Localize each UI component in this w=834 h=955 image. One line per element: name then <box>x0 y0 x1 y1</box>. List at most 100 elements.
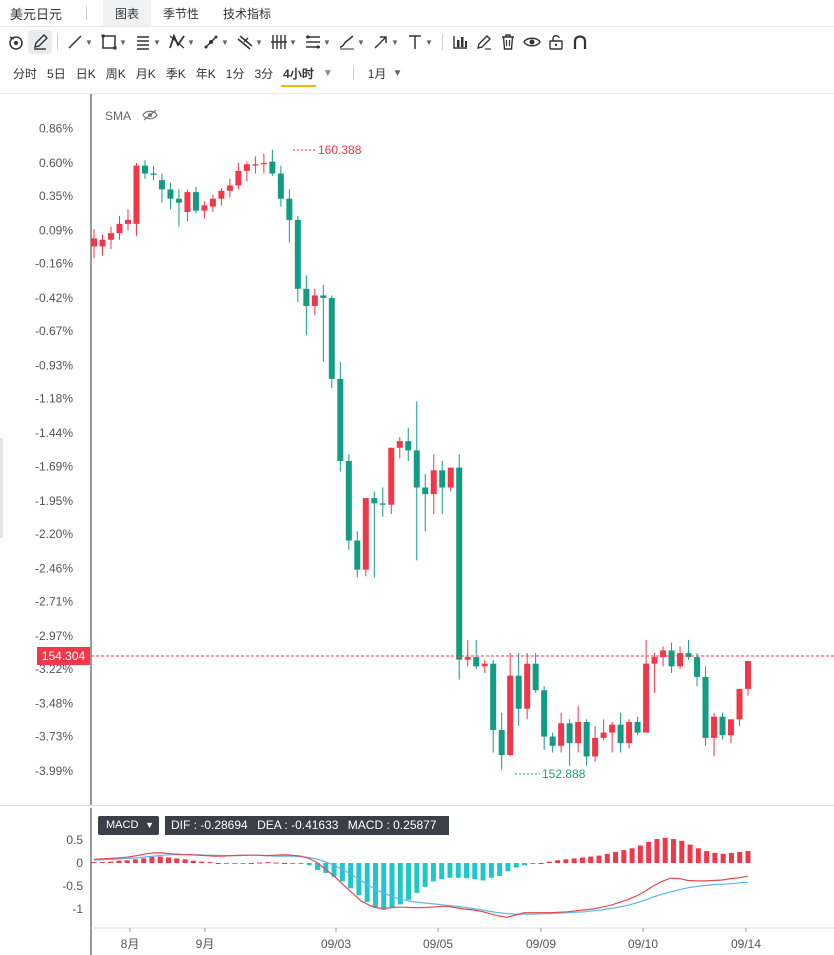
chevron-down-icon[interactable]: ▼ <box>322 67 333 79</box>
period-option-active[interactable]: 4小时 <box>278 62 319 87</box>
lock-icon[interactable] <box>544 30 568 54</box>
pitchfork-icon[interactable] <box>267 30 291 54</box>
candle <box>192 186 199 214</box>
tab-seasonality[interactable]: 季节性 <box>163 7 200 21</box>
candle <box>592 725 599 762</box>
candle <box>201 201 208 219</box>
chevron-down-icon[interactable]: ▼ <box>153 37 161 47</box>
candle-body <box>702 676 709 738</box>
y-tick-label: -1.18% <box>35 392 73 406</box>
candle-body <box>158 180 165 190</box>
candle <box>600 719 607 741</box>
candle <box>626 719 633 749</box>
period-option[interactable]: 年K <box>195 66 216 81</box>
candle <box>133 162 140 236</box>
candle <box>184 189 191 222</box>
period-option[interactable]: 季K <box>165 66 186 81</box>
dif-value: DIF : -0.28694 <box>171 818 248 832</box>
eye-icon[interactable] <box>520 30 544 54</box>
period-option[interactable]: 3分 <box>254 66 274 81</box>
rectangle-tool-icon[interactable] <box>97 30 121 54</box>
y-tick-label: -0.42% <box>35 291 73 305</box>
y-tick-label: -1.44% <box>35 426 73 440</box>
y-tick-label: -3.99% <box>35 764 73 778</box>
macd-histogram-bar <box>364 863 370 903</box>
chevron-down-icon[interactable]: ▼ <box>255 37 263 47</box>
chevron-down-icon[interactable]: ▼ <box>187 37 195 47</box>
x-tick-label: 09/14 <box>731 937 761 951</box>
period-option[interactable]: 月K <box>135 66 156 81</box>
macd-histogram-bar <box>704 851 710 863</box>
period-option[interactable]: 周K <box>105 66 126 81</box>
macd-histogram-bar <box>91 862 97 864</box>
segment-icon[interactable] <box>199 30 223 54</box>
dea-line <box>93 854 749 915</box>
edit-icon[interactable] <box>472 30 496 54</box>
macd-histogram-bar <box>579 857 585 863</box>
chevron-down-icon[interactable]: ▼ <box>289 37 297 47</box>
chevron-down-icon[interactable]: ▼ <box>119 37 127 47</box>
text-tool-icon[interactable] <box>403 30 427 54</box>
sidebar-handle[interactable] <box>0 438 3 538</box>
macd-histogram-bar <box>687 844 693 863</box>
candle-body <box>439 470 446 488</box>
macd-histogram-bar <box>199 861 205 863</box>
parallel-lines-icon[interactable] <box>131 30 155 54</box>
candle <box>150 165 157 181</box>
brush-icon[interactable] <box>335 30 359 54</box>
chevron-down-icon[interactable]: ▼ <box>221 37 229 47</box>
x-tick-label: 09/05 <box>423 937 453 951</box>
candle-body <box>609 724 616 733</box>
candle-body <box>532 663 539 691</box>
candle <box>498 712 505 770</box>
candlestick-chart[interactable]: 0.86% 0.60% 0.35% 0.09% -0.16% -0.42% -0.67% -0… <box>0 94 834 806</box>
candle <box>515 653 522 726</box>
tab-indicators[interactable]: 技术指标 <box>223 7 272 21</box>
divider <box>86 6 87 20</box>
candle-body <box>626 721 633 744</box>
macd-histogram-bar <box>654 839 660 863</box>
candle-body <box>490 663 497 730</box>
macd-chart[interactable]: 0.5 0 -0.5 -1 8月 9月 09/03 09/05 09/09 09/10 09/14 <box>0 808 834 955</box>
chevron-down-icon[interactable]: ▼ <box>357 37 365 47</box>
candle-body <box>99 239 106 247</box>
cursor-icon[interactable] <box>4 30 28 54</box>
candle <box>566 719 573 766</box>
chevron-down-icon[interactable]: ▼ <box>391 37 399 47</box>
bar-chart-icon[interactable] <box>448 30 472 54</box>
zigzag-icon[interactable] <box>165 30 189 54</box>
divider[interactable] <box>0 805 834 806</box>
pencil-icon[interactable] <box>28 30 52 54</box>
magnet-icon[interactable] <box>568 30 592 54</box>
fib-levels-icon[interactable] <box>301 30 325 54</box>
candle <box>379 487 386 517</box>
chevron-down-icon[interactable]: ▼ <box>425 37 433 47</box>
line-tool-icon[interactable] <box>63 30 87 54</box>
macd-indicator-select[interactable]: MACD ▼ <box>98 816 159 835</box>
candle-body <box>269 161 276 174</box>
arrow-icon[interactable] <box>369 30 393 54</box>
macd-histogram-bar <box>397 863 403 905</box>
tab-chart[interactable]: 图表 <box>103 0 152 26</box>
macd-histogram-bar <box>563 859 569 863</box>
chevron-down-icon[interactable]: ▼ <box>323 37 331 47</box>
macd-histogram-bar <box>323 863 329 874</box>
candle <box>524 653 531 720</box>
eye-off-icon[interactable] <box>142 108 158 122</box>
macd-histogram-bar <box>679 840 685 863</box>
macd-histogram-bar <box>513 863 519 868</box>
period-option[interactable]: 日K <box>75 66 96 81</box>
candle <box>337 361 344 472</box>
period-option[interactable]: 1分 <box>225 66 245 81</box>
range-select[interactable]: 1月 <box>367 66 387 81</box>
macd-histogram-bar <box>248 863 254 864</box>
chevron-down-icon[interactable]: ▼ <box>392 67 403 79</box>
macd-histogram-bar <box>745 851 751 863</box>
period-option[interactable]: 5日 <box>47 66 66 81</box>
trash-icon[interactable] <box>496 30 520 54</box>
candle-body <box>456 467 463 660</box>
candle-body <box>634 721 641 733</box>
cross-lines-icon[interactable] <box>233 30 257 54</box>
period-option[interactable]: 分时 <box>13 66 38 81</box>
chevron-down-icon[interactable]: ▼ <box>85 37 93 47</box>
